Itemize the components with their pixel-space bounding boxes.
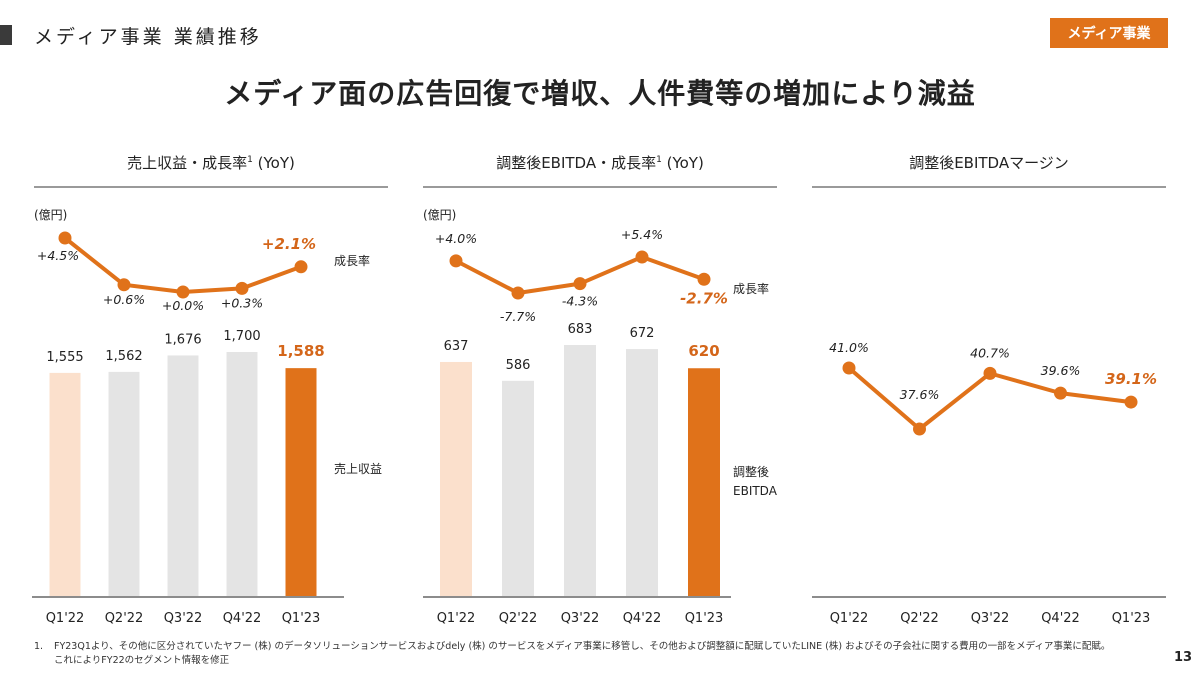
line-point [235, 281, 249, 295]
x-tick-label: Q1'22 [46, 611, 85, 626]
line-value-label: +4.5% [37, 248, 79, 263]
x-tick-label: Q3'22 [561, 611, 600, 626]
line-value-label: -7.7% [500, 309, 536, 324]
x-tick-label: Q1'23 [1112, 611, 1151, 626]
footnote-number: 1. [34, 641, 44, 652]
bar-value-label: 683 [568, 322, 593, 337]
bar-value-label: 672 [630, 326, 655, 341]
footnote-line1: FY23Q1より、その他に区分されていたヤフー (株) のデータソリューションサ… [54, 641, 1111, 652]
bar-value-label: 586 [506, 358, 531, 373]
bar [167, 355, 199, 596]
line-point [573, 277, 587, 291]
ebitda-bar-legend: 調整後 EBITDA [733, 463, 777, 501]
bar [502, 380, 534, 596]
ebitda-chart-title-text: 調整後EBITDA・成長率 [496, 154, 657, 172]
ebitda-growth-legend: 成長率 [733, 282, 770, 296]
bar [564, 345, 596, 596]
line-point [635, 250, 649, 264]
margin-chart-title: 調整後EBITDAマージン [812, 152, 1166, 173]
revenue-bar-legend: 売上収益 [334, 462, 383, 476]
x-tick-label: Q1'23 [685, 611, 724, 626]
x-tick-label: Q3'22 [164, 611, 203, 626]
line-point [842, 361, 856, 375]
bar [49, 372, 81, 596]
footnote-ref: 1 [247, 155, 253, 165]
footnote-line2: これによりFY22のセグメント情報を修正 [54, 655, 230, 666]
ebitda-chart-rule [423, 186, 777, 188]
bar-value-label: 1,676 [164, 332, 201, 347]
line-value-label: +0.6% [103, 292, 145, 307]
page-number: 13 [1174, 650, 1193, 665]
ebitda-bar-legend-line2: EBITDA [733, 484, 777, 498]
margin-chart-title-text: 調整後EBITDAマージン [909, 154, 1069, 172]
revenue-chart-title-text: 売上収益・成長率 [127, 154, 248, 172]
line-value-label: 41.0% [829, 340, 869, 355]
bar-value-label: 1,555 [46, 350, 83, 365]
line-value-label-highlight: 39.1% [1105, 370, 1157, 388]
x-tick-label: Q4'22 [623, 611, 662, 626]
bar-value-label-highlight: 620 [688, 342, 719, 360]
bar [108, 371, 140, 596]
ebitda-unit-label: (億円) [423, 208, 457, 222]
ebitda-bar-legend-line1: 調整後 [733, 465, 770, 479]
bar-value-label: 1,700 [223, 329, 260, 344]
x-tick-label: Q2'22 [499, 611, 538, 626]
x-tick-label: Q1'23 [282, 611, 321, 626]
x-tick-label: Q4'22 [1041, 611, 1080, 626]
x-tick-label: Q2'22 [105, 611, 144, 626]
line-point [117, 278, 131, 292]
bar [226, 352, 258, 596]
bar [440, 361, 472, 596]
bar-value-label: 1,562 [105, 349, 142, 364]
line-value-label-highlight: -2.7% [680, 289, 728, 307]
line-point [983, 366, 997, 380]
line-value-label: +4.0% [435, 231, 477, 246]
revenue-chart-rule [34, 186, 388, 188]
line-value-label: +0.3% [221, 295, 263, 310]
bar [688, 368, 720, 596]
line-point [511, 286, 525, 300]
line-point [913, 422, 926, 436]
segment-badge: メディア事業 [1050, 18, 1168, 48]
bar [285, 368, 317, 596]
line-point [1124, 395, 1138, 409]
charts-canvas: Q1'22 Q2'22 Q3'22 Q4'22 Q1'23 1,555 1,562 1,676… [32, 227, 1166, 626]
section-title: メディア事業 業績推移 [34, 26, 262, 48]
x-tick-label: Q1'22 [830, 611, 869, 626]
ebitda-chart-title-suffix: (YoY) [661, 154, 704, 172]
line-value-label-highlight: +2.1% [262, 235, 316, 253]
margin-chart-rule [812, 186, 1166, 188]
line-point [449, 254, 463, 268]
footnote: 1. FY23Q1より、その他に区分されていたヤフー (株) のデータソリューショ… [34, 640, 1154, 668]
line-value-label: +5.4% [621, 227, 663, 242]
line-value-label: 37.6% [900, 387, 940, 402]
bar [626, 349, 658, 596]
x-tick-label: Q3'22 [971, 611, 1010, 626]
line-point [176, 285, 190, 299]
x-tick-label: Q4'22 [223, 611, 262, 626]
x-tick-label: Q2'22 [900, 611, 939, 626]
revenue-chart-title: 売上収益・成長率1 (YoY) [34, 152, 388, 173]
line-value-label: 40.7% [970, 345, 1010, 360]
line-point [58, 231, 72, 245]
revenue-chart-title-suffix: (YoY) [252, 154, 295, 172]
line-value-label: +0.0% [162, 298, 204, 313]
ebitda-chart-title: 調整後EBITDA・成長率1 (YoY) [423, 152, 777, 173]
footnote-ref: 1 [656, 155, 662, 165]
revenue-growth-legend: 成長率 [334, 254, 371, 268]
line-point [697, 272, 711, 286]
x-tick-label: Q1'22 [437, 611, 476, 626]
line-point [294, 260, 308, 274]
line-value-label: 39.6% [1041, 363, 1081, 378]
revenue-unit-label: (億円) [34, 208, 68, 222]
section-marker [0, 25, 12, 45]
line-value-label: -4.3% [562, 294, 598, 309]
bar-value-label-highlight: 1,588 [277, 342, 324, 360]
line-point [1054, 386, 1067, 400]
slide-headline: メディア面の広告回復で増収、人件費等の増加により減益 [224, 77, 976, 110]
bar-value-label: 637 [444, 339, 469, 354]
